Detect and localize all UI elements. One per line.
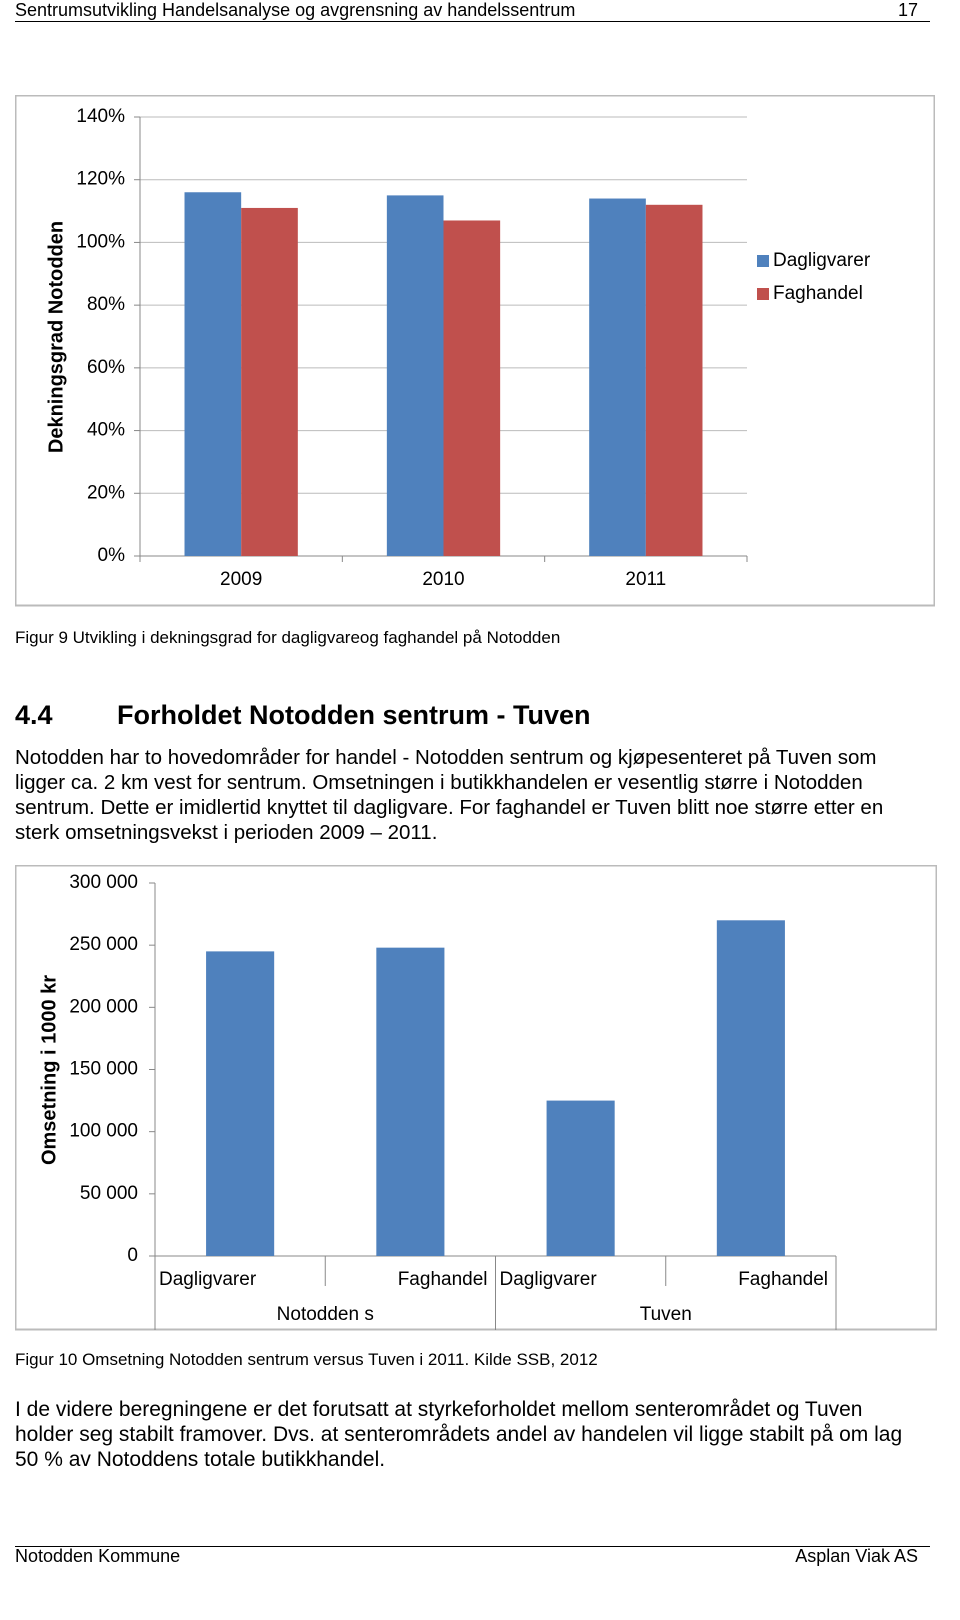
group-label: Notodden s <box>277 1304 374 1325</box>
bar <box>546 1100 615 1256</box>
bar <box>184 192 242 556</box>
y-tick-label: 50 000 <box>80 1183 138 1204</box>
y-axis-title: Omsetning i 1000 kr <box>38 975 60 1165</box>
x-tick-label: Dagligvarer <box>500 1269 598 1290</box>
paragraph: Notodden har to hovedområder for handel … <box>15 746 884 844</box>
y-tick-label: 40% <box>87 420 125 441</box>
bar <box>716 920 785 1256</box>
x-tick-label: 2009 <box>220 569 262 590</box>
section-number: 4.4 <box>15 700 53 730</box>
x-tick-label: 2011 <box>625 569 666 590</box>
x-tick-label: 2010 <box>422 569 464 590</box>
y-tick-label: 20% <box>87 482 125 503</box>
chart: Dekningsgrad Notodden 0% 20% 40% 60% 80% 100%… <box>15 95 935 607</box>
bar <box>386 195 444 556</box>
y-tick-label: 60% <box>87 357 125 378</box>
footer-rule <box>15 1546 930 1547</box>
chart-border <box>15 865 937 1331</box>
page-number: 17 <box>897 0 918 20</box>
chart-border <box>15 95 935 607</box>
y-tick-label: 150 000 <box>69 1059 138 1080</box>
x-tick-label: Faghandel <box>398 1269 488 1290</box>
legend-label: Faghandel <box>773 283 863 304</box>
bar <box>645 204 703 557</box>
x-tick-label: Faghandel <box>738 1269 828 1290</box>
y-tick-label: 250 000 <box>69 934 138 955</box>
header-rule <box>15 21 930 22</box>
legend-label: Dagligvarer <box>773 250 871 271</box>
figure-caption: Figur 10 Omsetning Notodden sentrum vers… <box>15 1350 598 1369</box>
header-title: Sentrumsutvikling Handelsanalyse og avgr… <box>15 0 576 20</box>
footer-right: Asplan Viak AS <box>795 1546 918 1566</box>
bar <box>589 198 646 556</box>
section-title: Forholdet Notodden sentrum - Tuven <box>117 700 591 730</box>
legend-swatch <box>757 255 769 267</box>
y-tick-label: 100% <box>76 231 125 252</box>
figure-caption: Figur 9 Utvikling i dekningsgrad for dag… <box>15 628 561 647</box>
legend-swatch <box>757 288 769 300</box>
y-tick-label: 300 000 <box>69 872 138 893</box>
footer-left: Notodden Kommune <box>15 1546 181 1566</box>
y-tick-label: 140% <box>76 106 125 127</box>
bar <box>443 220 501 556</box>
y-tick-label: 200 000 <box>69 996 138 1017</box>
paragraph: I de videre beregningene er det forutsat… <box>15 1398 903 1471</box>
bar <box>206 951 275 1256</box>
y-tick-label: 120% <box>76 169 125 190</box>
bar <box>376 947 445 1256</box>
y-tick-label: 0% <box>98 545 126 566</box>
x-tick-label: Dagligvarer <box>159 1269 257 1290</box>
bar <box>241 207 298 556</box>
group-label: Tuven <box>640 1304 692 1325</box>
y-tick-label: 0 <box>127 1245 138 1266</box>
y-tick-label: 100 000 <box>69 1121 138 1142</box>
y-tick-label: 80% <box>87 294 125 315</box>
chart: Omsetning i 1000 kr 0 50 000 100 000 150 00… <box>15 865 937 1331</box>
y-axis-title: Dekningsgrad Notodden <box>45 221 67 453</box>
